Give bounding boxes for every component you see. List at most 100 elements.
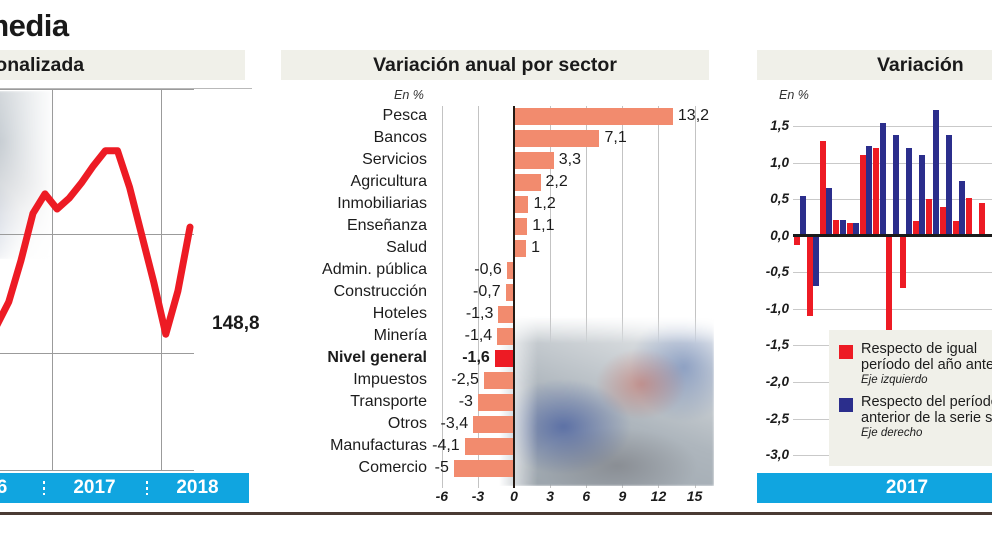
- sector-value: -3: [458, 393, 473, 410]
- chart-legend: Respecto de igual período del año ante E…: [829, 330, 992, 466]
- axis-zero-line: [513, 106, 516, 488]
- sector-value: 3,3: [558, 151, 581, 168]
- legend-item-red: Respecto de igual período del año ante E…: [839, 341, 992, 386]
- sector-row: Construcción -0,7: [281, 282, 709, 304]
- gridline-h: [793, 162, 992, 164]
- bar-period-over-period: [879, 122, 886, 236]
- sector-label: Hoteles: [372, 305, 427, 322]
- sector-label: Pesca: [382, 107, 427, 124]
- axis-tick-y: 1,0: [770, 154, 789, 170]
- axis-tick-y: 1,5: [770, 118, 789, 134]
- gridline-h: [0, 89, 194, 90]
- axis-tick: 9: [618, 488, 627, 504]
- bar-period-over-period: [866, 145, 873, 236]
- sector-row: Bancos 7,1: [281, 128, 709, 150]
- sector-label: Bancos: [373, 129, 427, 146]
- sector-row: Inmobiliarias 1,2: [281, 194, 709, 216]
- bar-year-over-year: [979, 202, 986, 236]
- gridline-h: [0, 470, 194, 471]
- sector-value: 13,2: [677, 107, 710, 124]
- bar-year-over-year: [793, 235, 800, 245]
- gridline-v: [477, 106, 479, 488]
- factory-photo-left: [0, 91, 80, 259]
- axis-tick-y: 0,5: [770, 191, 789, 207]
- sector-label: Impuestos: [353, 371, 427, 388]
- sector-bar: [514, 152, 554, 169]
- bar-year-over-year: [926, 199, 933, 236]
- sector-axis-ticks: -6 -3 0 3 6 9 12 15: [281, 488, 709, 508]
- sector-bar: [514, 174, 541, 191]
- sector-label: Manufacturas: [330, 437, 427, 454]
- bar-year-over-year: [806, 235, 813, 317]
- sector-bar: [505, 284, 515, 301]
- sector-label: Admin. pública: [322, 261, 427, 278]
- bar-year-over-year: [913, 221, 919, 236]
- legend-label-blue-line1: Respecto del período: [861, 394, 992, 410]
- sector-row: Comercio -5: [281, 458, 709, 480]
- bar-period-over-period: [932, 110, 939, 236]
- line-value-annotation: 148,8: [212, 313, 260, 334]
- axis-tick: 0: [510, 488, 518, 504]
- bar-year-over-year: [939, 206, 946, 236]
- sector-row: Salud 1: [281, 238, 709, 260]
- sector-label: Salud: [386, 239, 427, 256]
- sector-row: Transporte -3: [281, 392, 709, 414]
- sector-bar: [514, 240, 527, 257]
- sector-row: Pesca 13,2: [281, 106, 709, 128]
- sector-bar: [453, 460, 515, 477]
- sector-value: 7,1: [604, 129, 627, 146]
- units-label-middle: En %: [394, 88, 424, 102]
- bar-period-over-period: [959, 181, 966, 236]
- bar-year-over-year: [966, 197, 973, 236]
- axis-tick-y: -1,5: [765, 337, 789, 353]
- axis-zero-line: [793, 234, 992, 238]
- bar-year-over-year: [899, 235, 906, 289]
- axis-tick: -6: [435, 488, 449, 504]
- sector-label: Minería: [373, 327, 427, 344]
- bar-period-over-period: [799, 195, 806, 236]
- sector-row: Manufacturas -4,1: [281, 436, 709, 458]
- bar-year-over-year: [820, 140, 827, 236]
- axis-tick-y: 0,0: [770, 227, 789, 243]
- bar-year-over-year: [846, 222, 853, 236]
- sector-value: 1,1: [532, 217, 555, 234]
- axis-tick: 6: [582, 488, 591, 504]
- sector-row: Servicios 3,3: [281, 150, 709, 172]
- gridline-h: [0, 353, 194, 354]
- sector-value: 1,2: [533, 195, 556, 212]
- sector-row: Otros -3,4: [281, 414, 709, 436]
- sector-row: Impuestos -2,5: [281, 370, 709, 392]
- gridline-v: [658, 106, 660, 488]
- sector-bar: [506, 262, 515, 279]
- panel-title-left: estacionalizada: [0, 50, 245, 80]
- year-label-2017: 2017: [885, 477, 929, 498]
- sector-label: Construcción: [333, 283, 427, 300]
- sector-row: Enseñanza 1,1: [281, 216, 709, 238]
- axis-tick-y: -0,5: [765, 264, 789, 280]
- bar-year-over-year: [833, 219, 840, 236]
- sector-bar: [483, 372, 515, 389]
- sector-value: -1,3: [465, 305, 494, 322]
- sector-value: -4,1: [432, 437, 460, 454]
- sector-label: Servicios: [362, 151, 427, 168]
- bar-period-over-period: [826, 188, 833, 236]
- sector-row: Minería -1,4: [281, 326, 709, 348]
- sector-row: Hoteles -1,3: [281, 304, 709, 326]
- gridline-v: [161, 89, 162, 471]
- bar-period-over-period: [919, 155, 926, 236]
- sector-chart-plot: Pesca 13,2 Bancos 7,1 Servicios 3,3 Agricultur…: [281, 106, 714, 544]
- sector-bar: [514, 108, 673, 125]
- gridline-h: [793, 308, 992, 310]
- bar-period-over-period: [892, 135, 899, 236]
- legend-label-red-line2: período del año ante: [861, 356, 992, 373]
- axis-tick-y: -1,0: [765, 300, 789, 316]
- units-label-right: En %: [779, 88, 809, 102]
- sector-label: Enseñanza: [346, 217, 427, 234]
- legend-label-red-line1: Respecto de igual: [861, 341, 978, 357]
- sector-bar: [498, 306, 515, 323]
- sector-value: -0,6: [474, 261, 502, 278]
- line-chart-panel: 148,8: [0, 88, 260, 471]
- page-title: rmedia: [0, 8, 69, 43]
- panel-title-right: Variación: [757, 50, 992, 80]
- sector-label: Transporte: [350, 393, 427, 410]
